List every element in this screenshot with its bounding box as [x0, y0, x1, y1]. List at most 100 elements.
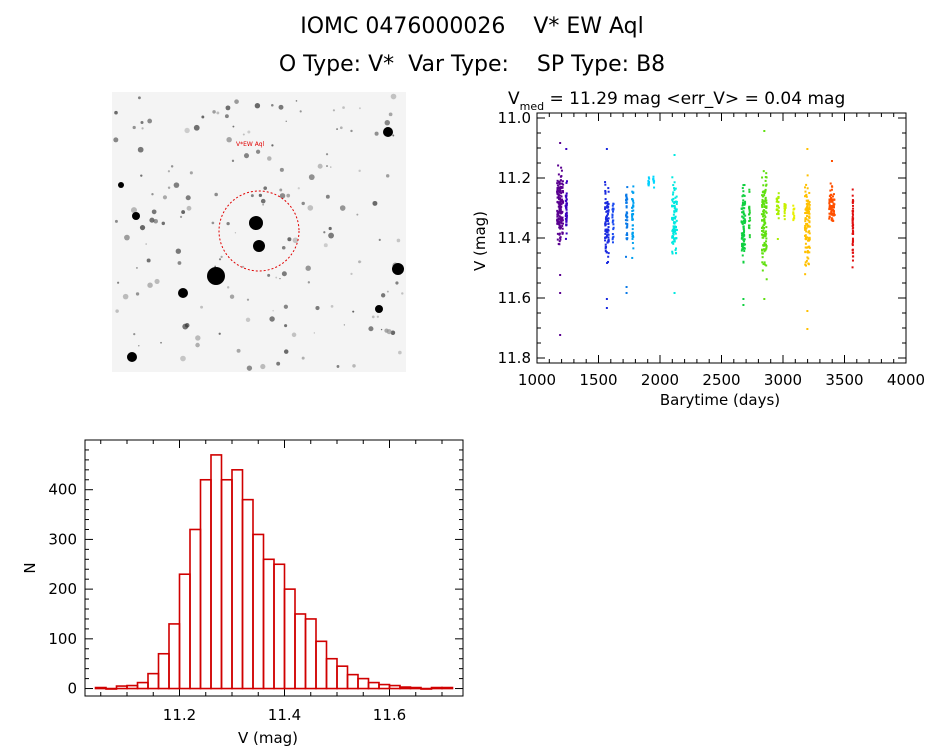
- data-point: [604, 221, 607, 224]
- data-point: [763, 243, 766, 246]
- data-point: [761, 194, 764, 197]
- data-point: [803, 234, 806, 237]
- data-point: [671, 193, 674, 196]
- data-point: [674, 196, 677, 199]
- star: [181, 210, 186, 214]
- data-point: [560, 199, 563, 202]
- data-point: [804, 217, 807, 220]
- data-point: [674, 208, 677, 211]
- histogram-bars: [94, 454, 454, 690]
- data-point: [565, 232, 568, 235]
- data-point: [808, 225, 811, 228]
- data-point: [742, 232, 745, 235]
- xtick-label: 2500: [702, 371, 740, 389]
- star: [258, 193, 263, 198]
- data-point: [830, 217, 833, 220]
- data-point: [831, 195, 834, 198]
- star: [372, 200, 378, 206]
- data-point: [808, 238, 811, 241]
- data-point: [556, 189, 559, 192]
- star: [339, 126, 343, 130]
- star: [234, 232, 237, 234]
- data-point: [828, 198, 831, 201]
- data-point: [626, 232, 629, 235]
- data-point: [675, 208, 678, 211]
- data-point: [804, 236, 807, 239]
- star: [267, 156, 272, 161]
- star: [226, 286, 230, 289]
- data-point: [777, 213, 780, 216]
- data-point: [556, 219, 559, 222]
- data-point: [851, 194, 854, 197]
- data-series-group: [556, 142, 565, 336]
- data-point: [559, 227, 562, 230]
- data-point: [631, 224, 634, 227]
- data-point: [562, 191, 565, 194]
- data-point: [762, 231, 765, 234]
- ytick-label: 11.6: [498, 289, 531, 307]
- xtick-label: 3500: [825, 371, 863, 389]
- bright-star: [118, 182, 124, 188]
- data-point: [557, 205, 560, 208]
- data-point: [673, 154, 676, 156]
- data-point: [851, 215, 854, 218]
- data-point: [565, 220, 568, 223]
- data-point: [784, 206, 787, 209]
- light-curve-ticks: 1000 1500 2000 2500 3000 3500 4000 11.0 11.2 11.4…: [498, 109, 926, 389]
- subtitle-values: = 11.29 mag <err_V> = 0.04 mag: [544, 89, 845, 109]
- star: [189, 171, 193, 175]
- star: [388, 112, 393, 117]
- data-point: [565, 211, 568, 214]
- star: [167, 186, 171, 189]
- star: [307, 281, 311, 284]
- star: [358, 169, 361, 173]
- data-point: [565, 204, 568, 207]
- data-point: [765, 201, 768, 204]
- xtick-label: 2000: [641, 371, 679, 389]
- data-point: [851, 237, 854, 240]
- data-point: [631, 215, 634, 218]
- data-series-group: [792, 204, 796, 222]
- data-point: [671, 205, 674, 208]
- star: [132, 125, 136, 130]
- data-point: [560, 169, 563, 172]
- data-point: [605, 219, 608, 222]
- star: [226, 221, 230, 226]
- data-point: [852, 200, 855, 203]
- data-point: [626, 222, 629, 225]
- data-point: [748, 209, 751, 212]
- data-point: [784, 205, 787, 208]
- data-point: [632, 235, 635, 238]
- data-point: [607, 236, 610, 239]
- data-point: [559, 216, 562, 219]
- data-point: [807, 202, 810, 205]
- ytick-label: 11.2: [498, 169, 531, 187]
- data-point: [764, 198, 767, 201]
- data-point: [625, 292, 628, 294]
- data-point: [556, 187, 559, 190]
- histogram-bar: [325, 657, 338, 690]
- data-point: [783, 210, 786, 213]
- star: [352, 310, 355, 313]
- data-point: [561, 190, 564, 193]
- data-point: [557, 164, 560, 167]
- data-point: [761, 176, 764, 179]
- star: [278, 104, 284, 110]
- data-point: [806, 256, 809, 259]
- data-point: [792, 219, 795, 222]
- data-point: [559, 236, 562, 239]
- data-point: [561, 232, 564, 235]
- data-point: [561, 180, 564, 183]
- data-point: [760, 213, 763, 216]
- data-point: [743, 201, 746, 204]
- data-point: [761, 195, 764, 198]
- data-point: [851, 212, 854, 215]
- data-point: [742, 304, 745, 306]
- star: [195, 342, 200, 348]
- star: [170, 165, 174, 168]
- data-point: [806, 236, 809, 239]
- data-point: [765, 246, 768, 249]
- data-point: [748, 208, 751, 211]
- data-point: [807, 211, 810, 214]
- star: [241, 265, 245, 268]
